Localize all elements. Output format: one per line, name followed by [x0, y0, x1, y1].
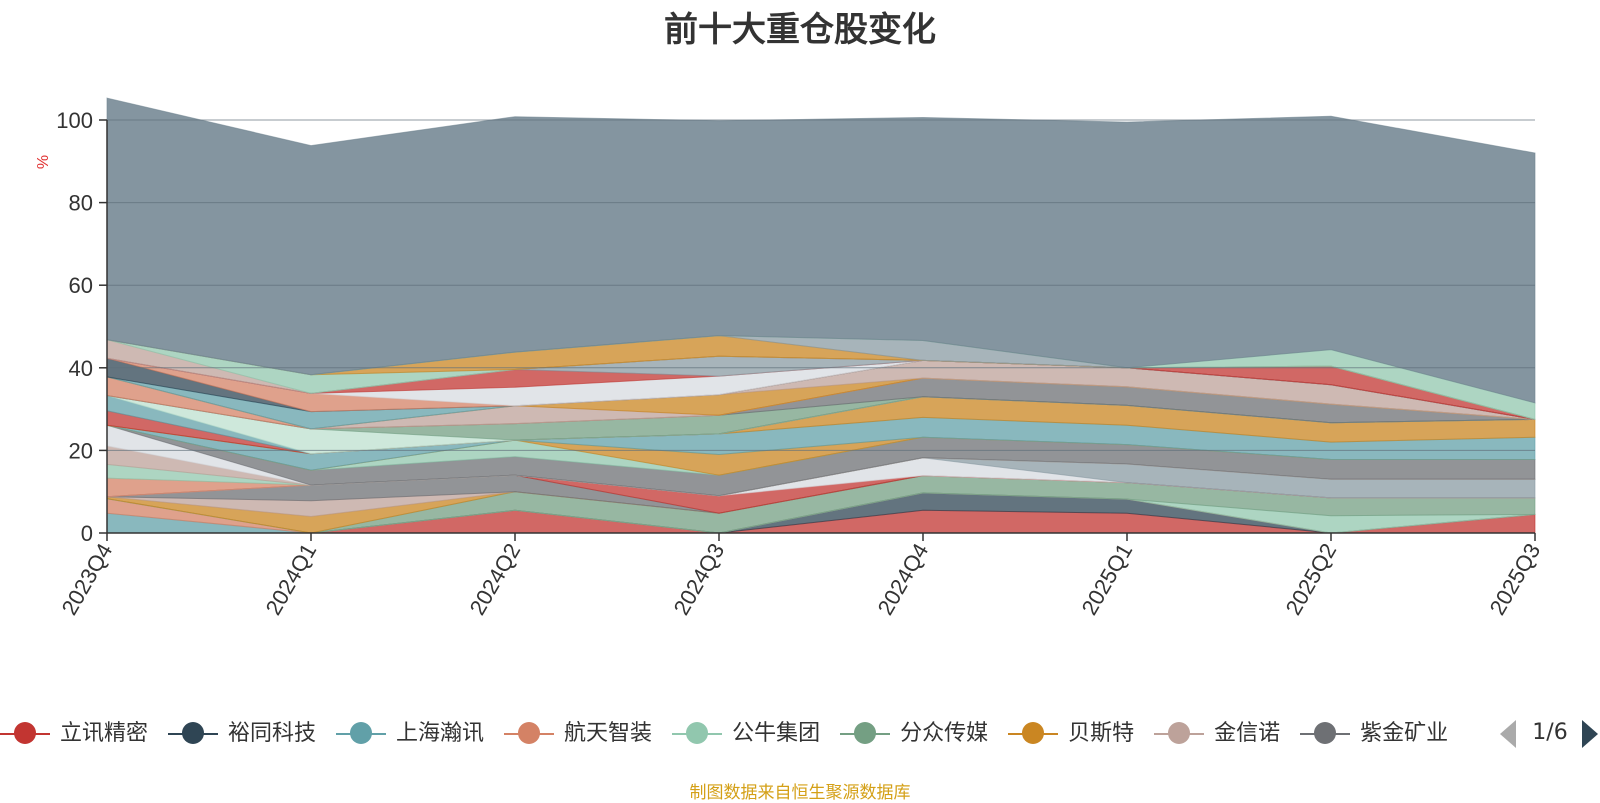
- y-tick-label: 60: [69, 273, 93, 298]
- legend-item[interactable]: 分众传媒: [840, 712, 988, 756]
- legend-circle-icon: [518, 722, 541, 744]
- x-tick-label: 2023Q4: [57, 539, 118, 619]
- legend-item[interactable]: 航天智装: [504, 712, 652, 756]
- x-tick-label: 2024Q1: [261, 539, 322, 619]
- y-tick-label: 0: [81, 521, 93, 546]
- source-note: 制图数据来自恒生聚源数据库: [689, 783, 911, 803]
- legend-label: 公牛集团: [732, 721, 821, 746]
- x-tick-label: 2025Q3: [1485, 539, 1546, 619]
- y-tick-label: 100: [56, 108, 93, 133]
- x-tick-label: 2024Q4: [873, 539, 934, 619]
- legend-circle-icon: [1022, 722, 1045, 744]
- y-tick-label: 20: [69, 438, 93, 463]
- y-axis-unit-label: %: [35, 155, 52, 169]
- legend-circle-icon: [182, 722, 205, 744]
- x-tick-label: 2024Q3: [669, 539, 730, 619]
- legend-circle-icon: [1168, 722, 1191, 744]
- legend-label: 裕同科技: [228, 721, 317, 746]
- legend-page-indicator: 1/6: [1532, 720, 1568, 745]
- legend-circle-icon: [854, 722, 877, 744]
- x-tick-label: 2024Q2: [465, 539, 526, 619]
- y-tick-label: 80: [69, 191, 93, 216]
- legend-item[interactable]: 贝斯特: [1008, 712, 1134, 756]
- legend-prev-page-icon[interactable]: [1500, 720, 1516, 748]
- legend-item[interactable]: 裕同科技: [168, 712, 316, 756]
- legend-label: 航天智装: [564, 721, 653, 746]
- legend-circle-icon: [686, 722, 709, 744]
- series-area-42: [106, 97, 1536, 404]
- x-tick-label: 2025Q1: [1077, 539, 1138, 619]
- stacked-area-chart: 0 20 40 60 80 100 2023Q4 2024Q1 2024Q2 2024Q3 2024…: [35, 97, 1546, 619]
- legend-circle-icon: [350, 722, 373, 744]
- legend-pager: 1/6: [1500, 718, 1600, 752]
- legend-label: 立讯精密: [60, 721, 149, 746]
- series-areas: [106, 97, 1536, 534]
- legend-circle-icon: [1314, 722, 1337, 744]
- legend-circle-icon: [14, 722, 36, 744]
- chart-title: 前十大重仓股变化: [664, 10, 936, 50]
- legend-label: 紫金矿业: [1360, 721, 1449, 746]
- legend-item[interactable]: 立讯精密: [0, 712, 148, 756]
- legend-item[interactable]: 金信诺: [1154, 712, 1280, 756]
- legend-label: 金信诺: [1214, 721, 1281, 746]
- legend: 立讯精密 裕同科技 上海瀚讯 航天智装 公牛集团 分众传媒 贝斯特 金信诺 紫金矿业: [0, 712, 1490, 756]
- legend-next-page-icon[interactable]: [1582, 720, 1598, 748]
- y-tick-label: 40: [69, 356, 93, 381]
- legend-item[interactable]: 紫金矿业: [1300, 712, 1448, 756]
- y-gridlines: [107, 119, 1535, 451]
- legend-label: 分众传媒: [900, 721, 989, 746]
- legend-item[interactable]: 上海瀚讯: [336, 712, 484, 756]
- legend-label: 上海瀚讯: [396, 721, 485, 746]
- legend-label: 贝斯特: [1068, 721, 1135, 746]
- legend-item[interactable]: 公牛集团: [672, 712, 820, 756]
- x-tick-label: 2025Q2: [1281, 539, 1342, 619]
